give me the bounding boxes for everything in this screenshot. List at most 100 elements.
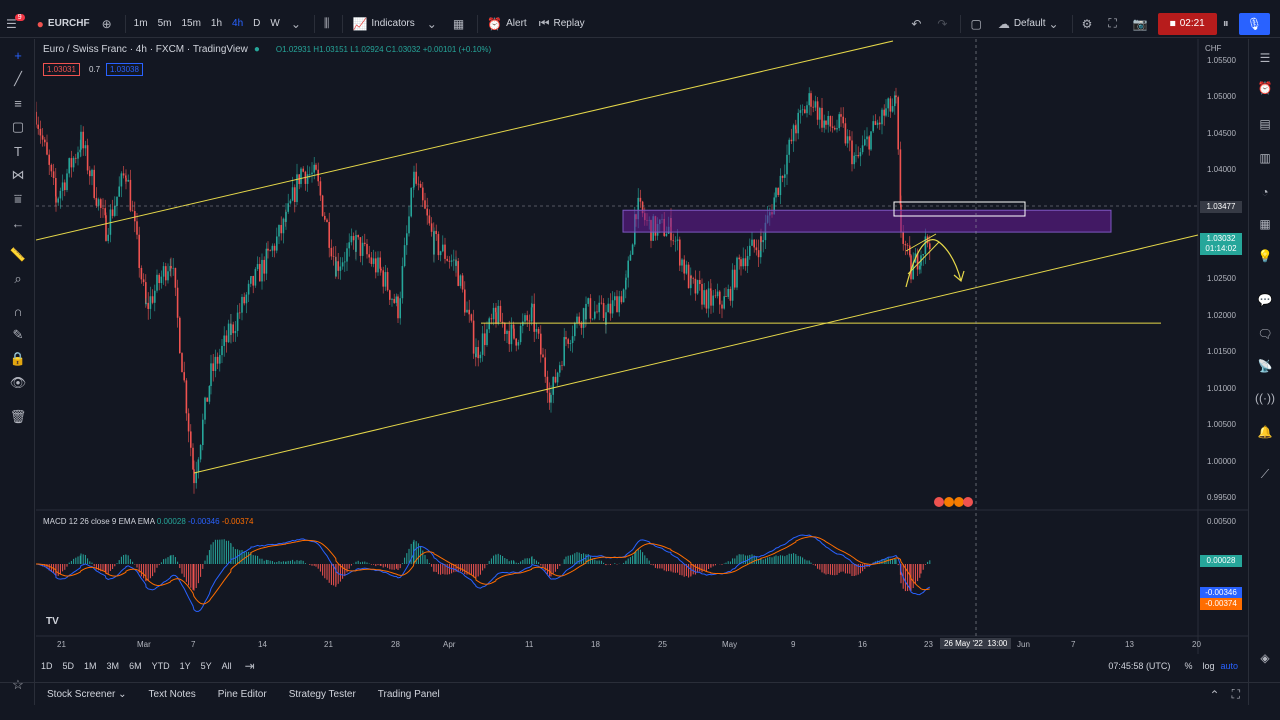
watchlist-icon[interactable]: ☰: [1259, 51, 1271, 65]
bell-icon[interactable]: 🔔: [1257, 425, 1273, 439]
channel-upper-line[interactable]: [36, 40, 894, 241]
back-arrow-icon[interactable]: ←: [11, 215, 25, 231]
bottom-tab-text-notes[interactable]: Text Notes: [148, 689, 196, 700]
fullscreen-button[interactable]: ⛶: [1102, 10, 1126, 38]
range-bar: 1D 5D 1M 3M 6M YTD 1Y 5Y All ⇥ 07:45:58 (UTC) % …: [36, 655, 1248, 677]
layout-button[interactable]: ▢: [964, 10, 991, 38]
templates-button[interactable]: ▦: [447, 10, 474, 38]
range-6m[interactable]: 6M: [129, 661, 142, 671]
text-icon[interactable]: T: [14, 143, 22, 159]
pattern-icon[interactable]: ⋈: [11, 167, 25, 182]
chat2-icon[interactable]: 🗨: [1257, 327, 1273, 341]
ruler-icon[interactable]: 📏: [9, 247, 27, 262]
fib-icon[interactable]: ⩸: [14, 191, 22, 206]
ideas-icon[interactable]: 💡: [1257, 249, 1273, 263]
bottom-tab-pine-editor[interactable]: Pine Editor: [217, 689, 267, 700]
candle: [821, 107, 823, 128]
replay-markers[interactable]: [934, 497, 973, 507]
buy-button[interactable]: 1.03038: [106, 63, 143, 76]
hotlist-icon[interactable]: ◔: [1261, 185, 1269, 199]
range-ytd[interactable]: YTD: [151, 661, 170, 671]
candle: [350, 236, 353, 243]
news-icon[interactable]: ▥: [1259, 151, 1271, 165]
clock[interactable]: 07:45:58 (UTC): [1108, 661, 1171, 671]
indicators-button[interactable]: 📈 Indicators: [346, 10, 420, 38]
timeframe-W[interactable]: W: [270, 18, 280, 29]
mic-button[interactable]: 🎙: [1238, 12, 1270, 35]
data-window-icon[interactable]: ▤: [1259, 117, 1271, 131]
timeframe-dropdown[interactable]: ⌄: [285, 10, 311, 38]
resistance-zone[interactable]: [622, 209, 1112, 233]
timeframe-1h[interactable]: 1h: [210, 18, 223, 29]
symbol-search[interactable]: ● EURCHF: [31, 10, 96, 38]
shapes-icon[interactable]: ▢: [11, 119, 25, 134]
redo-button[interactable]: ↷: [931, 10, 957, 38]
wedge-lines[interactable]: [905, 233, 940, 275]
candle: [629, 254, 632, 261]
pause-button[interactable]: ⏸: [1217, 10, 1239, 38]
bottom-tab-stock-screener[interactable]: Stock Screener ⌄: [47, 689, 127, 700]
alert-button[interactable]: ⏰ Alert: [481, 10, 533, 38]
magnet-icon[interactable]: ∩: [13, 303, 23, 319]
trendline-icon[interactable]: ╱: [14, 71, 22, 86]
candle: [321, 195, 324, 216]
replay-button[interactable]: ⏮ Replay: [533, 10, 591, 38]
eye-icon[interactable]: 👁: [9, 375, 27, 390]
indicators-dropdown[interactable]: ⌄: [421, 10, 447, 38]
menu-button[interactable]: ☰ 9: [0, 10, 31, 38]
price-chart[interactable]: TV: [36, 39, 1248, 654]
range-1y[interactable]: 1Y: [179, 661, 191, 671]
signal-icon[interactable]: 📡: [1257, 359, 1273, 373]
highlight-box[interactable]: [893, 201, 1026, 217]
trend-icon[interactable]: ⟋: [1260, 466, 1270, 481]
maximize-icon[interactable]: ⛶: [1231, 687, 1240, 701]
pencil-lock-icon[interactable]: ✎: [12, 327, 24, 342]
range-all[interactable]: All: [221, 661, 232, 671]
candle: [801, 109, 804, 111]
layers-icon[interactable]: ◈: [1260, 651, 1270, 665]
collapse-icon[interactable]: ⌃: [1209, 687, 1220, 702]
settings-button[interactable]: ⚙: [1076, 10, 1103, 38]
timeframe-D[interactable]: D: [253, 18, 261, 29]
save-layout-button[interactable]: ☁ Default ⌄: [992, 10, 1069, 38]
range-1d[interactable]: 1D: [41, 661, 53, 671]
bottom-tab-strategy-tester[interactable]: Strategy Tester: [288, 689, 356, 700]
timeframe-5m[interactable]: 5m: [157, 18, 172, 29]
lines-icon[interactable]: ≡: [14, 95, 22, 111]
auto-toggle[interactable]: auto: [1220, 661, 1238, 671]
range-1m[interactable]: 1M: [84, 661, 97, 671]
goto-date-icon[interactable]: ⇥: [244, 659, 255, 673]
recording-indicator[interactable]: ⏹ 02:21: [1157, 12, 1217, 35]
macd-axis-top: 0.00500: [1207, 517, 1236, 526]
crosshair-icon[interactable]: +: [14, 47, 22, 63]
channel-lower-line[interactable]: [193, 234, 1199, 474]
star-icon[interactable]: ☆: [12, 677, 24, 692]
alerts-clock-icon[interactable]: ⏰: [1257, 81, 1273, 95]
range-5d[interactable]: 5D: [62, 661, 75, 671]
compare-button[interactable]: ⊕: [96, 10, 122, 38]
zoom-icon[interactable]: ⌕: [14, 271, 22, 286]
price-tick: 1.00500: [1207, 420, 1236, 430]
timeframe-4h[interactable]: 4h: [232, 18, 244, 29]
drawings-layer[interactable]: [36, 40, 1199, 474]
chat-icon[interactable]: 💬: [1257, 293, 1273, 307]
log-toggle[interactable]: log: [1202, 661, 1215, 671]
timeframe-1m[interactable]: 1m: [133, 18, 148, 29]
sell-button[interactable]: 1.03031: [43, 63, 80, 76]
lock-icon[interactable]: 🔒: [9, 351, 27, 366]
candle: [721, 304, 723, 309]
chart-type-button[interactable]: ⫼: [318, 10, 340, 38]
trash-icon[interactable]: 🗑: [9, 409, 27, 424]
bottom-tab-trading-panel[interactable]: Trading Panel: [377, 689, 440, 700]
percent-toggle[interactable]: %: [1184, 661, 1193, 671]
range-5y[interactable]: 5Y: [200, 661, 212, 671]
snapshot-button[interactable]: 📷: [1127, 10, 1158, 38]
timeframe-group: 1m 5m 15m 1h 4h D W: [129, 10, 285, 38]
undo-button[interactable]: ↶: [905, 10, 931, 38]
range-buttons: 1D 5D 1M 3M 6M YTD 1Y 5Y All: [36, 661, 237, 671]
calendar-icon[interactable]: ▦: [1259, 217, 1271, 231]
broadcast-icon[interactable]: ((·)): [1255, 391, 1275, 405]
candle: [151, 296, 154, 303]
timeframe-15m[interactable]: 15m: [181, 18, 201, 29]
range-3m[interactable]: 3M: [106, 661, 120, 671]
